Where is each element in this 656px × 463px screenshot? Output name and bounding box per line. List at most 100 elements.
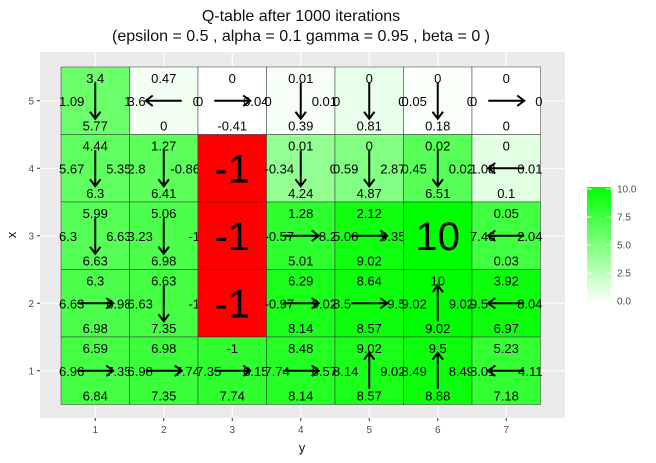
q-down-label: 6.51 bbox=[425, 186, 450, 201]
q-right-label: 4.11 bbox=[518, 364, 542, 379]
cell-3-5: 2.12 9.02 5.06 9.35 bbox=[333, 201, 406, 270]
policy-arrow-left bbox=[486, 229, 525, 242]
cell-3-7: 0.05 0.03 7.46 2.04 bbox=[470, 201, 543, 270]
cell-1-5: 9.02 8.57 8.14 9.02 bbox=[333, 336, 406, 405]
wall-label: -1 bbox=[214, 215, 250, 259]
q-down-label: 5.01 bbox=[288, 254, 313, 269]
q-up-label: 9.02 bbox=[357, 341, 382, 356]
q-right-label: 0 bbox=[330, 161, 337, 176]
y-tick-label: 3 bbox=[28, 231, 34, 242]
q-right-label: 0.04 bbox=[243, 94, 268, 109]
q-right-label: -1 bbox=[188, 229, 200, 244]
x-tick-label: 5 bbox=[366, 425, 372, 436]
q-left-label: -0.57 bbox=[265, 229, 295, 244]
q-down-label: 6.84 bbox=[83, 389, 108, 404]
q-down-label: 9.02 bbox=[357, 254, 382, 269]
q-down-label: 4.87 bbox=[357, 186, 382, 201]
goal-label: 10 bbox=[416, 215, 461, 259]
policy-arrow-right bbox=[145, 364, 184, 377]
q-right-label: 0.01 bbox=[517, 161, 542, 176]
q-left-label: 0 bbox=[333, 94, 340, 109]
q-right-label: 9.02 bbox=[449, 296, 474, 311]
q-up-label: 0.01 bbox=[288, 71, 313, 86]
policy-arrow-right bbox=[77, 297, 115, 310]
q-left-label: 1.08 bbox=[470, 161, 495, 176]
policy-arrow-down bbox=[363, 150, 376, 188]
y-tick-label: 5 bbox=[28, 96, 34, 107]
q-up-label: -1 bbox=[226, 341, 238, 356]
q-right-label: 0 bbox=[535, 94, 542, 109]
wall-label: -1 bbox=[214, 282, 250, 326]
q-left-label: 0 bbox=[470, 94, 477, 109]
cell-4-7: 0 0.11.08 0.01 bbox=[470, 134, 543, 203]
policy-arrow-left bbox=[486, 364, 525, 377]
x-tick-label: 6 bbox=[435, 425, 441, 436]
q-up-label: 6.3 bbox=[86, 274, 104, 289]
policy-arrow-left bbox=[144, 94, 182, 107]
q-up-label: 2.12 bbox=[357, 206, 382, 221]
q-right-label: 8.57 bbox=[312, 364, 337, 379]
q-right-label: 9.5 bbox=[387, 296, 405, 311]
q-down-label: 8.57 bbox=[357, 389, 382, 404]
q-down-label: 7.35 bbox=[151, 389, 176, 404]
y-axis-label: x bbox=[4, 231, 19, 238]
q-up-label: 0 bbox=[366, 71, 373, 86]
q-right-label: 8.49 bbox=[449, 364, 474, 379]
policy-arrow-right bbox=[77, 364, 115, 377]
cell-1-4: 8.48 8.14 7.74 8.57 bbox=[265, 336, 337, 405]
q-left-label: 7.35 bbox=[196, 364, 221, 379]
q-up-label: 0.02 bbox=[425, 139, 450, 154]
q-right-label: 2.87 bbox=[380, 161, 405, 176]
q-left-label: 1.09 bbox=[59, 94, 84, 109]
cell-3-3: -1 bbox=[197, 201, 267, 270]
legend-tick-label: 7.5 bbox=[617, 213, 631, 224]
q-right-label: 5.35 bbox=[106, 161, 131, 176]
policy-arrow-right bbox=[282, 297, 321, 310]
q-left-label: 3.23 bbox=[128, 229, 153, 244]
x-tick-label: 1 bbox=[92, 425, 98, 436]
chart-title-line1: Q-table after 1000 iterations bbox=[202, 8, 400, 25]
cell-rect bbox=[197, 269, 267, 338]
policy-arrow-left bbox=[486, 297, 525, 310]
cell-1-6: 9.5 8.88 8.49 8.49 bbox=[402, 336, 474, 405]
cell-1-2: 6.98 7.35 6.98 7.74 bbox=[128, 336, 200, 405]
cell-2-6: 10 9.02 9.02 9.02 bbox=[402, 269, 474, 338]
legend-tick-label: 5.0 bbox=[617, 241, 631, 252]
y-tick-label: 1 bbox=[28, 366, 34, 377]
cell-4-1: 4.44 6.35.67 5.35 bbox=[59, 134, 132, 203]
x-tick-label: 2 bbox=[161, 425, 167, 436]
q-up-label: 0.01 bbox=[288, 139, 313, 154]
cell-1-7: 5.23 7.18 8.01 4.11 bbox=[470, 336, 543, 405]
cell-2-7: 3.92 6.97 9.5 8.04 bbox=[470, 269, 543, 338]
cell-5-5: 0 0.81 0 0 bbox=[333, 66, 406, 135]
cell-3-4: 1.28 5.01 -0.57 8.2 bbox=[265, 201, 337, 270]
policy-arrow-down bbox=[157, 217, 170, 256]
legend-tick-label: 2.5 bbox=[617, 269, 631, 280]
q-down-label: 4.24 bbox=[288, 186, 313, 201]
q-down-label: 7.74 bbox=[220, 389, 245, 404]
q-up-label: 8.64 bbox=[357, 274, 382, 289]
q-down-label: 0 bbox=[503, 119, 510, 134]
q-down-label: 0.81 bbox=[357, 119, 382, 134]
q-left-label: 8.49 bbox=[402, 364, 427, 379]
q-left-label: 3.6 bbox=[128, 94, 146, 109]
q-right-label: 0 bbox=[467, 94, 474, 109]
q-left-label: 2.8 bbox=[128, 161, 146, 176]
q-down-label: 8.57 bbox=[357, 321, 382, 336]
policy-arrow-down bbox=[294, 82, 307, 121]
cell-4-2: 1.27 6.41 2.8 -0.86 bbox=[128, 134, 200, 203]
cell-1-1: 6.59 6.84 6.96 7.35 bbox=[59, 336, 132, 405]
q-left-label: 6.63 bbox=[128, 296, 153, 311]
q-left-label: -0.97 bbox=[265, 296, 295, 311]
q-down-label: 7.18 bbox=[494, 389, 519, 404]
cell-2-1: 6.36.986.63 6.98 bbox=[59, 269, 132, 338]
cell-5-7: 0 0 0 0 bbox=[470, 66, 543, 135]
q-up-label: 0 bbox=[503, 139, 510, 154]
q-left-label: 0.05 bbox=[402, 94, 427, 109]
y-tick-label: 2 bbox=[28, 299, 34, 310]
q-right-label: 9.02 bbox=[312, 296, 337, 311]
policy-arrow-right bbox=[488, 94, 526, 107]
cell-4-3: -1 bbox=[197, 134, 267, 203]
q-left-label: 5.06 bbox=[333, 229, 358, 244]
